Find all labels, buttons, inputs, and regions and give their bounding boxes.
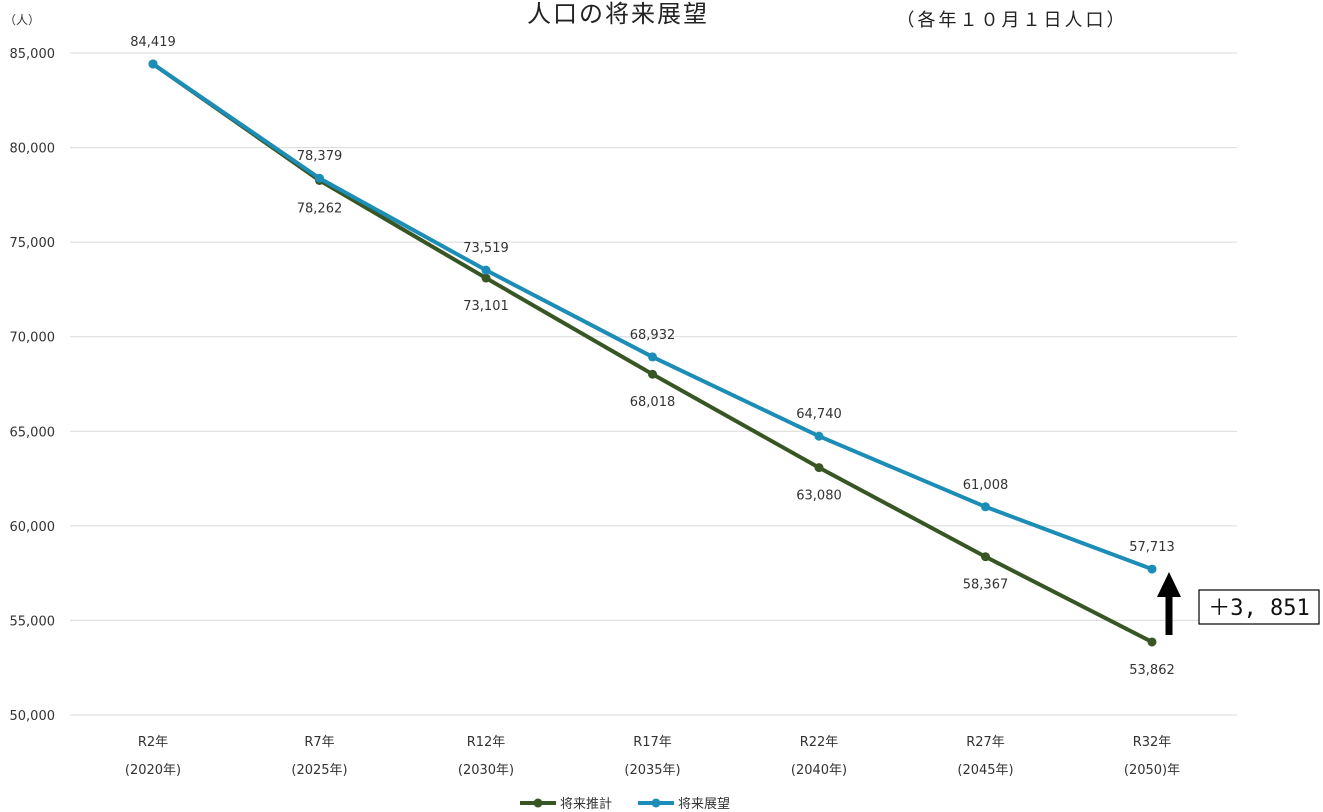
x-category-year-label: (2030年) <box>458 763 514 778</box>
data-label: 57,713 <box>1129 540 1175 555</box>
x-category-label: R27年 <box>966 735 1005 750</box>
y-tick-label: 80,000 <box>10 142 56 157</box>
x-category-year-label: (2040年) <box>791 763 847 778</box>
data-label: 68,932 <box>630 328 676 343</box>
y-axis-unit: （人） <box>4 13 40 27</box>
x-category-label: R17年 <box>633 735 672 750</box>
x-category-label: R32年 <box>1133 735 1172 750</box>
data-label: 64,740 <box>796 407 842 422</box>
data-point <box>481 273 491 283</box>
x-category-label: R12年 <box>467 735 506 750</box>
y-tick-label: 55,000 <box>10 614 56 629</box>
difference-annotation: ＋3, 851 <box>1157 572 1320 635</box>
difference-box <box>1198 589 1320 625</box>
data-point <box>481 265 491 275</box>
arrow-head <box>1157 572 1181 597</box>
y-tick-label: 75,000 <box>10 236 56 251</box>
data-point <box>648 369 657 379</box>
x-category-year-label: (2020年) <box>125 763 181 778</box>
data-point <box>981 552 990 562</box>
data-label: 63,080 <box>796 489 842 504</box>
x-category-year-label: (2035年) <box>624 763 680 778</box>
x-category-label: R22年 <box>800 735 839 750</box>
legend-label: 将来展望 <box>678 796 730 812</box>
data-point <box>814 431 824 441</box>
data-labels: 78,262 73,101 68,018 63,080 58,367 53,862 84,4… <box>130 35 1175 678</box>
legend-label: 将来推計 <box>560 796 612 812</box>
data-point <box>1147 637 1157 647</box>
y-axis-ticks: 50,000 55,000 60,000 65,000 70,000 75,000 80,0… <box>10 47 56 724</box>
data-point <box>648 352 657 362</box>
legend: 将来推計 将来展望 <box>520 796 730 812</box>
data-label: 73,101 <box>463 299 509 314</box>
y-tick-label: 60,000 <box>10 520 56 535</box>
series-lines <box>148 59 1157 647</box>
y-tick-label: 50,000 <box>10 709 56 724</box>
data-point <box>315 173 324 183</box>
data-label: 68,018 <box>630 395 676 410</box>
gridlines <box>70 52 1237 716</box>
data-point <box>981 502 990 512</box>
data-label: 61,008 <box>963 478 1009 493</box>
difference-text: ＋3, 851 <box>1208 596 1309 621</box>
legend-swatch-marker <box>651 798 661 808</box>
data-label: 84,419 <box>130 35 176 50</box>
legend-swatch-marker <box>533 798 543 808</box>
data-point <box>148 59 158 69</box>
x-axis-categories: R2年 (2020年) R7年 (2025年) R12年 (2030年) R17年 (2035… <box>125 735 1180 778</box>
x-category-label: R2年 <box>138 735 168 750</box>
x-category-label: R7年 <box>304 735 334 750</box>
data-label: 73,519 <box>463 241 509 256</box>
data-label: 78,262 <box>297 201 343 216</box>
x-category-year-label: (2050)年 <box>1124 763 1180 778</box>
data-point <box>1147 564 1157 574</box>
chart-title: 人口の将来展望 <box>527 0 709 28</box>
data-label: 58,367 <box>963 578 1009 593</box>
data-label: 78,379 <box>297 149 343 164</box>
y-tick-label: 70,000 <box>10 331 56 346</box>
data-label: 53,862 <box>1129 663 1175 678</box>
x-category-year-label: (2045年) <box>957 763 1013 778</box>
series-line-2 <box>151 62 1153 571</box>
y-tick-label: 65,000 <box>10 425 56 440</box>
y-tick-label: 85,000 <box>10 47 56 62</box>
x-category-year-label: (2025年) <box>291 763 347 778</box>
arrow-shaft <box>1165 595 1173 635</box>
chart-subtitle: （各年１０月１日人口） <box>897 10 1128 31</box>
data-point <box>814 463 824 473</box>
